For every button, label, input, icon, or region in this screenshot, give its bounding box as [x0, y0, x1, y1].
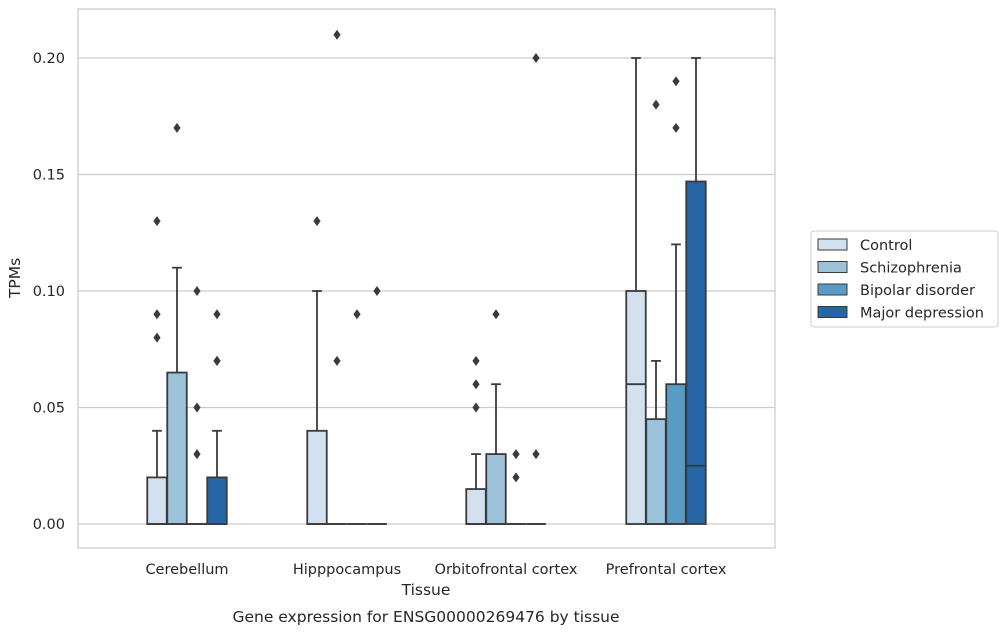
outlier-point [213, 309, 221, 320]
outlier-point [472, 355, 480, 366]
box-group [685, 57, 707, 525]
x-tick-label: Prefrontal cortex [606, 562, 727, 578]
y-axis-title: TPMs [6, 258, 24, 299]
legend: Control Schizophrenia Bipolar disorder Majo… [810, 230, 999, 328]
legend-swatch [817, 261, 848, 273]
legend-label: Control [860, 238, 912, 254]
outlier-point [173, 122, 181, 133]
legend-frame [810, 230, 999, 328]
legend-swatch [817, 238, 848, 251]
box-group [645, 99, 667, 525]
box-group [306, 216, 328, 525]
outlier-point [532, 53, 540, 63]
outlier-point [313, 216, 321, 227]
outlier-point [213, 355, 221, 366]
y-tick-label: 0.00 [33, 517, 65, 533]
outlier-point [193, 286, 201, 296]
outlier-point [193, 402, 201, 413]
box [206, 476, 228, 525]
box [465, 488, 487, 525]
outlier-point [153, 332, 161, 343]
x-tick-label: Hipppocampus [293, 562, 401, 578]
legend-label: Schizophrenia [860, 261, 962, 277]
outlier-point [512, 472, 520, 483]
y-tick-label: 0.15 [33, 168, 65, 184]
box-group [485, 309, 507, 525]
y-axis-ticks: 0.00 0.05 0.10 0.15 0.20 [33, 51, 65, 533]
box-series-layer [146, 29, 707, 525]
box-group [206, 309, 228, 525]
x-tick-label: Cerebellum [145, 562, 228, 578]
outlier-point [153, 216, 161, 227]
box-group [465, 355, 487, 525]
legend-label: Bipolar disorder [860, 283, 975, 299]
box [625, 290, 647, 525]
legend-items: Control Schizophrenia Bipolar disorder Majo… [817, 238, 984, 322]
box-group [347, 309, 367, 525]
outlier-point [333, 355, 341, 366]
box [166, 371, 188, 525]
box-group [367, 286, 387, 525]
legend-swatch [817, 283, 848, 296]
box [485, 453, 507, 525]
box-group [506, 449, 526, 525]
box [146, 476, 168, 525]
x-tick-label: Orbitofrontal cortex [435, 562, 578, 578]
box-group [187, 286, 207, 525]
outlier-point [333, 29, 341, 40]
outlier-point [492, 309, 500, 320]
box [665, 383, 687, 525]
legend-label: Major depression [860, 306, 984, 322]
x-axis-title: Tissue [401, 581, 451, 599]
outlier-point [472, 379, 480, 390]
y-tick-label: 0.05 [33, 401, 65, 417]
box-group [526, 53, 546, 525]
box [645, 418, 667, 525]
outlier-point [193, 449, 201, 460]
box-group [625, 57, 647, 525]
chart-caption: Gene expression for ENSG00000269476 by t… [232, 608, 619, 626]
legend-swatch [817, 306, 848, 318]
box [306, 429, 328, 525]
outlier-point [153, 309, 161, 320]
box-group [166, 122, 188, 525]
outlier-point [373, 286, 381, 296]
outlier-point [532, 449, 540, 460]
outlier-point [672, 122, 680, 133]
outlier-point [512, 449, 520, 460]
y-tick-label: 0.10 [33, 284, 65, 300]
outlier-point [652, 99, 660, 110]
outlier-point [472, 402, 480, 413]
box-group [327, 29, 347, 525]
box-group [665, 76, 687, 525]
x-axis-ticks: Cerebellum Hipppocampus Orbitofrontal cort… [145, 562, 726, 578]
outlier-point [672, 76, 680, 87]
box-group [146, 216, 168, 525]
plot-area-frame [77, 8, 776, 549]
outlier-point [353, 309, 361, 320]
box [685, 180, 707, 525]
y-tick-label: 0.20 [33, 51, 65, 67]
